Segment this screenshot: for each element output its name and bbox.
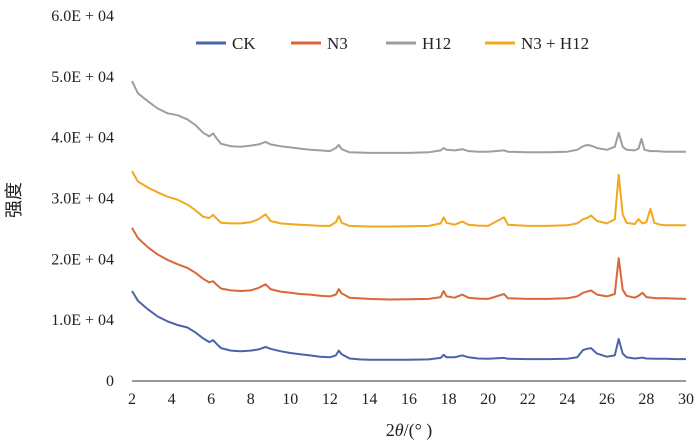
plot-lines	[131, 80, 687, 361]
x-axis-label: 2θ/(° )	[386, 420, 433, 441]
series-line-ck	[131, 290, 686, 361]
y-tick-label: 2.0E + 04	[51, 251, 114, 268]
y-tick-labels: 0 1.0E + 04 2.0E + 04 3.0E + 04 4.0E + 04 5.0…	[51, 8, 114, 390]
x-axis-label-variable: θ	[395, 420, 404, 440]
x-tick-label: 20	[480, 391, 496, 408]
y-tick-label: 5.0E + 04	[51, 69, 114, 86]
x-tick-label: 4	[168, 391, 176, 408]
x-tick-labels: 2 4 6 8 10 12 14 16 18 20 22 24 26 28 30	[128, 391, 694, 408]
x-axis-label-prefix: 2	[386, 420, 395, 440]
x-tick-label: 14	[361, 391, 377, 408]
x-tick-label: 8	[247, 391, 255, 408]
x-tick-label: 28	[638, 391, 654, 408]
y-tick-label: 4.0E + 04	[51, 130, 114, 147]
x-tick-label: 30	[678, 391, 694, 408]
legend-label: H12	[422, 34, 451, 53]
x-tick-label: 26	[599, 391, 615, 408]
x-axis-label-unit: /(° )	[404, 420, 433, 441]
series-line-h12	[131, 80, 686, 154]
y-tick-label: 6.0E + 04	[51, 8, 114, 25]
x-tick-label: 10	[282, 391, 298, 408]
series-line-n3-h12	[131, 170, 686, 228]
x-tick-label: 18	[441, 391, 457, 408]
x-tick-label: 2	[128, 391, 136, 408]
x-tick-label: 22	[520, 391, 536, 408]
x-tick-label: 12	[322, 391, 338, 408]
series-line-n3	[131, 227, 687, 301]
legend-label: CK	[232, 34, 256, 53]
y-tick-label: 0	[106, 373, 114, 390]
y-tick-label: 3.0E + 04	[51, 191, 114, 208]
legend-label: N3	[327, 34, 348, 53]
legend-label: N3 + H12	[521, 34, 589, 53]
x-tick-label: 16	[401, 391, 417, 408]
x-tick-label: 6	[207, 391, 215, 408]
legend: CK N3 H12 N3 + H12	[196, 34, 589, 53]
y-axis-label: 强度	[4, 182, 24, 218]
y-tick-label: 1.0E + 04	[51, 312, 114, 329]
x-tick-label: 24	[559, 391, 575, 408]
